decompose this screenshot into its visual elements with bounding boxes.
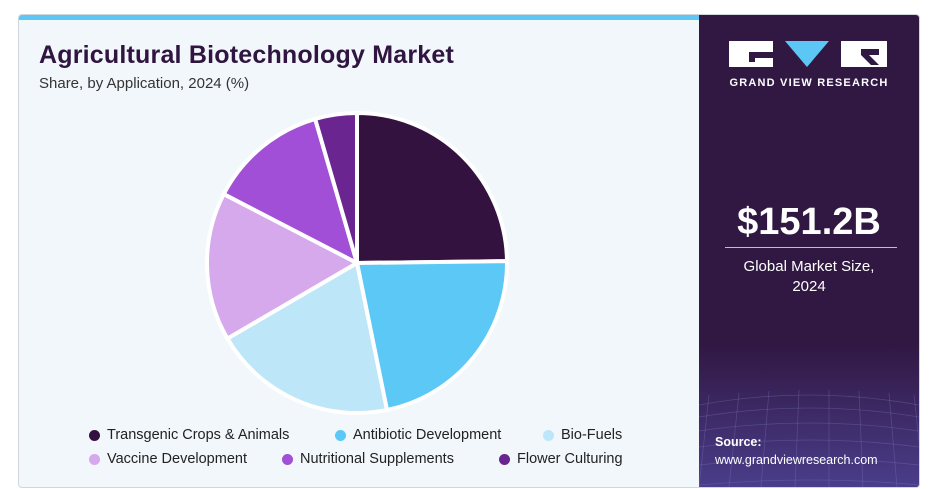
legend-label: Flower Culturing xyxy=(517,451,623,467)
legend-label: Nutritional Supplements xyxy=(300,451,454,467)
legend-item-antibiotic-development: Antibiotic Development xyxy=(335,427,501,443)
legend-swatch xyxy=(335,429,346,441)
market-size-label: Global Market Size, 2024 xyxy=(699,257,919,297)
decorative-grid xyxy=(699,345,919,487)
chart-subtitle: Share, by Application, 2024 (%) xyxy=(39,75,250,92)
market-size-label-line2: 2024 xyxy=(792,278,826,295)
chart-card: Agricultural Biotechnology Market Share,… xyxy=(18,14,920,488)
chart-title: Agricultural Biotechnology Market xyxy=(39,41,454,69)
sidebar-panel: GRAND VIEW RESEARCH $151.2B Global Marke… xyxy=(699,15,919,487)
legend-swatch xyxy=(89,429,100,441)
divider xyxy=(725,247,897,248)
pie-slice-transgenic-crops-animals xyxy=(355,111,509,265)
legend-item-bio-fuels: Bio-Fuels xyxy=(543,427,622,443)
legend-label: Transgenic Crops & Animals xyxy=(107,427,290,443)
legend-item-vaccine-development: Vaccine Development xyxy=(89,451,247,467)
pie-slice-bio-fuels xyxy=(225,261,389,415)
grand-view-research-logo xyxy=(729,41,887,67)
legend-item-flower-culturing: Flower Culturing xyxy=(499,451,623,467)
pie-slice-vaccine-development xyxy=(205,192,359,341)
legend-label: Vaccine Development xyxy=(107,451,247,467)
brand-name: GRAND VIEW RESEARCH xyxy=(729,77,889,89)
source-url: www.grandviewresearch.com xyxy=(715,453,878,467)
accent-bar xyxy=(19,15,699,20)
market-size-label-line1: Global Market Size, xyxy=(743,258,875,275)
legend-swatch xyxy=(282,453,293,465)
pie-chart xyxy=(205,111,509,415)
legend-label: Antibiotic Development xyxy=(353,427,502,443)
source-label: Source: xyxy=(715,435,762,449)
legend-item-transgenic-crops: Transgenic Crops & Animals xyxy=(89,427,289,443)
legend-swatch xyxy=(89,453,100,465)
legend-swatch xyxy=(499,453,510,465)
legend-swatch xyxy=(543,429,554,441)
pie-slice-antibiotic-development xyxy=(355,259,509,412)
market-size-value: $151.2B xyxy=(737,201,881,243)
legend-label: Bio-Fuels xyxy=(561,427,623,443)
pie-slice-flower-culturing xyxy=(313,111,359,265)
legend-item-nutritional-supplements: Nutritional Supplements xyxy=(282,451,454,467)
